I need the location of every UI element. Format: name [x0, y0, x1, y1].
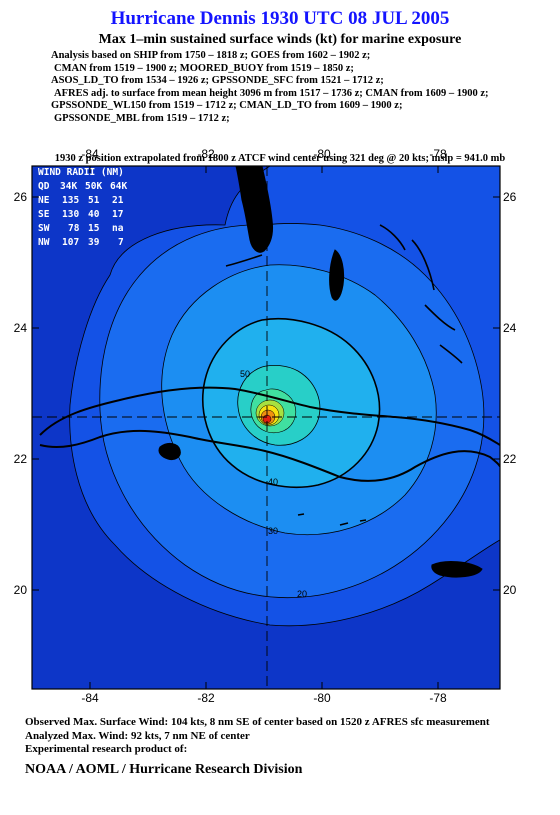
- contour-label-40: 40: [268, 477, 278, 487]
- footer-notes: Observed Max. Surface Wind: 104 kts, 8 n…: [25, 716, 490, 757]
- wind-radii-header: QD: [38, 181, 50, 192]
- analysis-line: CMAN from 1519 – 1900 z; MOORED_BUOY fro…: [54, 62, 354, 74]
- position-note: 1930 z position extrapolated from 1800 z…: [54, 153, 506, 164]
- wind-radii-cell: 51: [88, 195, 100, 206]
- cuba-south-coast: [39, 429, 500, 482]
- lat-tick-label: 24: [14, 321, 28, 335]
- axis-tick-marks: [32, 166, 500, 689]
- wind-radii-cell: 130: [62, 209, 79, 220]
- lon-tick-label: -84: [81, 147, 99, 161]
- analyzed-max-wind: Analyzed Max. Wind: 92 kts, 7 nm NE of c…: [25, 729, 250, 742]
- lon-tick-labels-top: -84 -82 -80 -78: [81, 147, 447, 161]
- analysis-line: GPSSONDE_WL150 from 1519 – 1712 z; CMAN_…: [51, 100, 403, 112]
- wind-radii-header: 50K: [85, 181, 102, 192]
- analysis-line: GPSSONDE_MBL from 1519 – 1712 z;: [54, 112, 230, 124]
- lon-tick-label: -84: [81, 691, 99, 705]
- lat-tick-label: 24: [503, 321, 517, 335]
- wind-radii-cell: 7: [118, 237, 124, 248]
- jamaica: [431, 561, 483, 578]
- lat-tick-label: 26: [503, 190, 517, 204]
- observed-max-wind: Observed Max. Surface Wind: 104 kts, 8 n…: [25, 716, 490, 728]
- lon-tick-label: -78: [429, 691, 447, 705]
- contour-label-50: 50: [240, 369, 250, 379]
- florida-keys: [225, 254, 263, 267]
- wind-analysis-map: -84 -82 -80 -78 -84 -82 -80 -78 26 24 22…: [14, 147, 517, 705]
- lon-tick-label: -80: [313, 147, 331, 161]
- lon-tick-label: -82: [197, 147, 215, 161]
- page-title: Hurricane Dennis 1930 UTC 08 JUL 2005: [110, 8, 450, 29]
- wind-radii-cell: 21: [112, 195, 124, 206]
- bahamas-andros: [329, 249, 345, 301]
- contour-label-10: 10: [455, 569, 465, 579]
- lon-tick-label: -80: [313, 691, 331, 705]
- page-subtitle: Max 1–min sustained surface winds (kt) f…: [98, 32, 462, 47]
- wind-radii-cell: 15: [88, 223, 100, 234]
- florida-peninsula: [235, 166, 273, 253]
- analysis-line: Analysis based on SHIP from 1750 – 1818 …: [51, 50, 371, 61]
- lat-tick-label: 20: [14, 583, 28, 597]
- wind-radii-cell: 78: [68, 223, 80, 234]
- contour-label-20: 20: [297, 589, 307, 599]
- wind-radii-header: 34K: [60, 181, 77, 192]
- analysis-line: AFRES adj. to surface from mean height 3…: [54, 87, 489, 99]
- wind-radii-cell: 135: [62, 195, 79, 206]
- wind-radii-cell: 17: [112, 209, 123, 220]
- lat-tick-labels-right: 26 24 22 20: [503, 190, 517, 597]
- lat-tick-label: 26: [14, 190, 28, 204]
- wind-radii-table: WIND RADII (NM) QD 34K 50K 64K NE 135 51…: [38, 167, 127, 248]
- lon-tick-label: -82: [197, 691, 215, 705]
- isle-of-youth: [158, 442, 181, 460]
- organization-name: NOAA / AOML / Hurricane Research Divisio…: [25, 762, 303, 777]
- wind-radii-cell: SW: [38, 223, 50, 234]
- wind-radii-title: WIND RADII (NM): [38, 167, 124, 178]
- product-credit: Experimental research product of:: [25, 743, 188, 755]
- cuba-north-coast: [39, 386, 500, 446]
- lon-tick-labels-bottom: -84 -82 -80 -78: [81, 691, 447, 705]
- wind-radii-cell: SE: [38, 209, 50, 220]
- wind-radii-cell: na: [112, 223, 124, 234]
- lon-tick-label: -78: [429, 147, 447, 161]
- contour-label-30: 30: [268, 526, 278, 536]
- plot-area: 10 20 30 40 50 WIND RADII (NM) QD 34K 50…: [32, 166, 500, 689]
- lat-tick-label: 22: [14, 452, 28, 466]
- lat-tick-label: 22: [503, 452, 517, 466]
- cayman-islands: [297, 513, 367, 526]
- analysis-sources: Analysis based on SHIP from 1750 – 1818 …: [48, 50, 489, 126]
- wind-radii-cell: NE: [38, 195, 50, 206]
- map-frame: [31, 165, 501, 690]
- analysis-line: ASOS_LD_TO from 1534 – 1926 z; GPSSONDE_…: [51, 75, 384, 87]
- lat-tick-labels-left: 26 24 22 20: [14, 190, 28, 597]
- lat-tick-label: 20: [503, 583, 517, 597]
- wind-radii-cell: 107: [62, 237, 79, 248]
- wind-radii-cell: NW: [38, 237, 50, 248]
- wind-radii-cell: 40: [88, 209, 100, 220]
- wind-radii-header: 64K: [110, 181, 127, 192]
- bahamas-islands: [379, 224, 463, 364]
- wind-radii-cell: 39: [88, 237, 100, 248]
